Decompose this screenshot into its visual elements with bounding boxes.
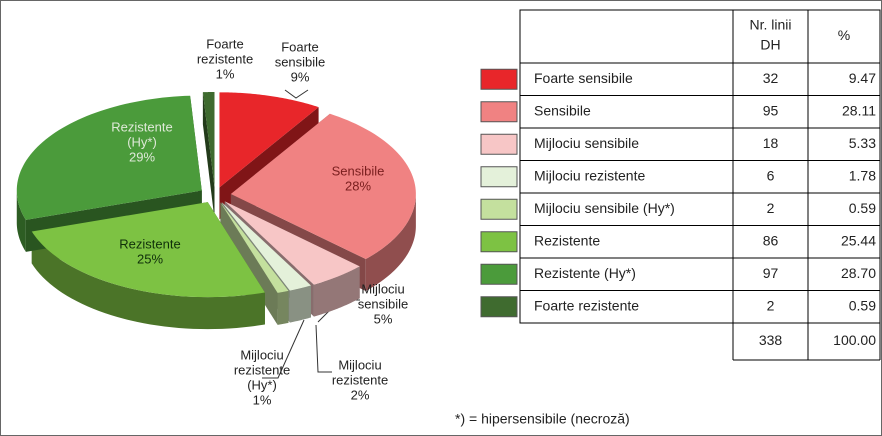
table-cell: 18 <box>763 135 779 151</box>
slice-label: rezistente <box>234 362 290 377</box>
table-cell: Mijlociu sensibile <box>534 135 639 151</box>
leader-line <box>315 324 332 373</box>
slice <box>31 202 265 298</box>
table-cell: 2 <box>767 297 775 313</box>
table-cell: 97 <box>763 265 779 281</box>
slice-label: sensibile <box>275 54 326 69</box>
pie-tops <box>16 92 416 298</box>
table-cell: Rezistente <box>534 232 600 248</box>
slice-label: Rezistente <box>119 236 180 251</box>
slice-side <box>365 193 416 292</box>
table-cell: Foarte rezistente <box>534 297 639 313</box>
table-cell: 0.59 <box>849 297 876 313</box>
table-header: Nr. linii <box>749 17 791 33</box>
slice <box>219 92 319 188</box>
table-cell: 6 <box>767 167 775 183</box>
table-cell: Mijlociu sensibile (Hy*) <box>534 200 675 216</box>
slice-value-label: 2% <box>351 387 370 402</box>
legend-swatch <box>480 101 518 123</box>
slice-value-label: 1% <box>253 392 272 407</box>
legend-swatch <box>480 296 518 318</box>
slice-side <box>277 290 289 325</box>
table-total: 100.00 <box>833 332 876 348</box>
slice-value-label: 25% <box>137 251 163 266</box>
slice-label: Foarte <box>281 39 319 54</box>
slice <box>220 202 289 293</box>
table-cell: Sensibile <box>534 102 591 118</box>
table-cell: Mijlociu rezistente <box>534 167 645 183</box>
slice-side <box>313 266 360 317</box>
table-cell: Rezistente (Hy*) <box>534 265 636 281</box>
slice-side <box>16 190 26 252</box>
slice-label: Foarte <box>206 36 244 51</box>
slice-value-label: 29% <box>129 149 155 164</box>
slice-label: Mijlociu <box>240 347 283 362</box>
leader-line <box>284 89 309 99</box>
table-cell: 25.44 <box>841 232 876 248</box>
table-cell: 0.59 <box>849 200 876 216</box>
slice-side <box>31 231 265 330</box>
legend-swatch <box>480 231 518 253</box>
slice-value-label: 1% <box>216 66 235 81</box>
legend-swatch <box>480 133 518 155</box>
slice-label: rezistente <box>197 51 253 66</box>
table-cell: 1.78 <box>849 167 876 183</box>
footnote: *) = hipersensibile (necroză) <box>455 411 630 427</box>
slice-side <box>289 285 311 323</box>
slice <box>230 113 416 260</box>
table-cell: Foarte sensibile <box>534 70 633 86</box>
legend-swatch <box>480 68 518 90</box>
slice <box>224 201 360 285</box>
leader-line <box>262 319 305 379</box>
slice-value-label: 5% <box>374 311 393 326</box>
slice-label: sensibile <box>358 296 409 311</box>
table-header: % <box>838 27 850 43</box>
slice-label: Mijlociu <box>338 357 381 372</box>
slice-label: (Hy*) <box>247 377 277 392</box>
legend-swatch <box>480 263 518 285</box>
legend-table: Nr. linii DH% Foarte sensibile 32 9.47 Sensib… <box>480 9 881 361</box>
slice-label: (Hy*) <box>127 134 157 149</box>
slice <box>221 202 311 291</box>
slice-label: Rezistente <box>111 119 172 134</box>
table-cell: 28.70 <box>841 265 876 281</box>
table-cell: 28.11 <box>842 102 876 118</box>
table-header: DH <box>760 37 780 53</box>
table-cell: 86 <box>763 232 779 248</box>
table-cell: 5.33 <box>849 135 876 151</box>
table-cell: 9.47 <box>849 70 876 86</box>
slice-label: rezistente <box>332 372 388 387</box>
legend-swatch <box>480 198 518 220</box>
table-cell: 32 <box>763 70 779 86</box>
slice-label: Mijlociu <box>361 281 404 296</box>
legend-swatch <box>480 166 518 188</box>
slice-side <box>202 92 215 220</box>
slice-value-label: 9% <box>291 69 310 84</box>
slice-label: Sensibile <box>332 163 385 178</box>
table-cell: 95 <box>763 102 779 118</box>
slice <box>16 95 202 220</box>
table-total: 338 <box>759 332 783 348</box>
slice <box>202 92 215 188</box>
slice-value-label: 28% <box>345 178 371 193</box>
table-cell: 2 <box>767 200 775 216</box>
